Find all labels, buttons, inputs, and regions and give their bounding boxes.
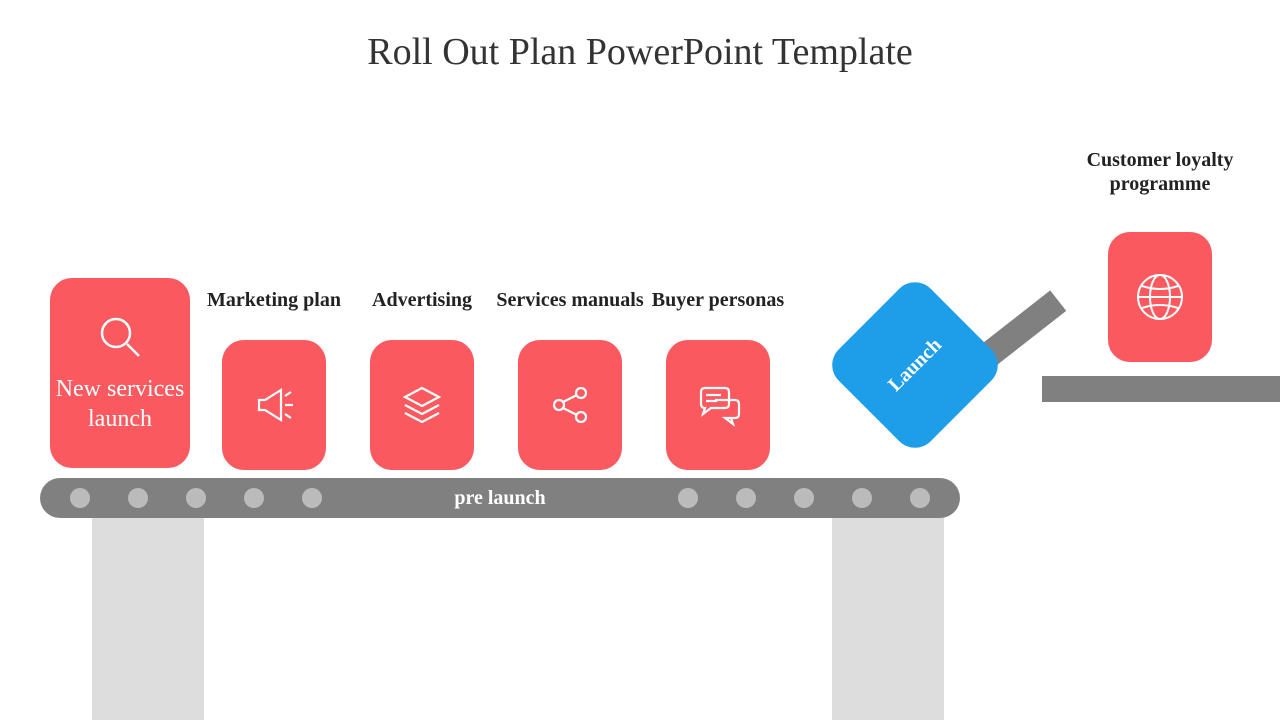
layers-icon: [395, 378, 449, 432]
card-label-0: Marketing plan: [200, 288, 348, 312]
conveyor-dots-right: [678, 488, 930, 508]
card-layers: [370, 340, 474, 470]
card-megaphone: [222, 340, 326, 470]
share-icon: [543, 378, 597, 432]
conveyor-dots-left: [70, 488, 322, 508]
card-new-services-label: New services launch: [50, 374, 190, 434]
conveyor-dot: [794, 488, 814, 508]
conveyor-dot: [678, 488, 698, 508]
search-icon: [95, 312, 145, 362]
conveyor-dot: [302, 488, 322, 508]
page-title: Roll Out Plan PowerPoint Template: [0, 0, 1280, 74]
conveyor-dot: [128, 488, 148, 508]
conveyor-track: pre launch: [40, 478, 960, 518]
card-chat: [666, 340, 770, 470]
conveyor-dot: [736, 488, 756, 508]
globe-icon: [1133, 270, 1187, 324]
conveyor-dot: [186, 488, 206, 508]
card-label-1: Advertising: [348, 288, 496, 312]
card-launch: Launch: [823, 273, 1007, 457]
pillar-left: [92, 500, 204, 720]
megaphone-icon: [247, 378, 301, 432]
conveyor-dot: [244, 488, 264, 508]
card-launch-label: Launch: [884, 334, 947, 397]
card-share: [518, 340, 622, 470]
card-label-2: Services manuals: [496, 288, 644, 312]
conveyor-dot: [910, 488, 930, 508]
card-new-services: New services launch: [50, 278, 190, 468]
upper-track: [1042, 376, 1280, 402]
conveyor-label: pre launch: [454, 487, 545, 510]
card-label-3: Buyer personas: [644, 288, 792, 312]
chat-icon: [691, 378, 745, 432]
conveyor-dot: [70, 488, 90, 508]
card-loyalty-label: Customer loyalty programme: [1080, 148, 1240, 196]
card-loyalty: [1108, 232, 1212, 362]
pillar-right: [832, 500, 944, 720]
conveyor-dot: [852, 488, 872, 508]
